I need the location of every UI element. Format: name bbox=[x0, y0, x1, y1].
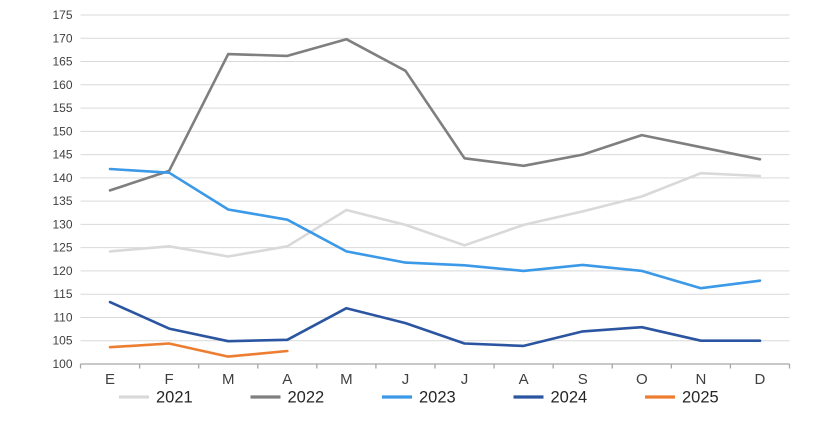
y-axis-label: 140 bbox=[52, 171, 72, 185]
y-axis-label: 130 bbox=[52, 217, 72, 231]
x-axis-label: E bbox=[105, 371, 115, 388]
legend-label-2025: 2025 bbox=[682, 389, 719, 407]
y-axis-label: 170 bbox=[52, 31, 72, 45]
x-axis-label: M bbox=[222, 371, 235, 388]
y-axis-label: 155 bbox=[52, 101, 72, 115]
x-axis-label: N bbox=[695, 371, 706, 388]
y-axis-label: 105 bbox=[52, 334, 72, 348]
y-axis-label: 150 bbox=[52, 124, 72, 138]
y-axis-label: 175 bbox=[52, 8, 72, 22]
x-axis-label: D bbox=[755, 371, 766, 388]
y-axis-label: 110 bbox=[53, 310, 72, 324]
x-axis-label: O bbox=[636, 371, 648, 388]
x-axis-label: A bbox=[519, 371, 529, 388]
legend-label-2022: 2022 bbox=[288, 389, 325, 407]
y-axis-label: 125 bbox=[52, 241, 72, 255]
y-axis-label: 115 bbox=[53, 287, 72, 301]
x-axis-label: M bbox=[340, 371, 353, 388]
y-axis-label: 165 bbox=[52, 55, 72, 69]
y-axis-label: 120 bbox=[52, 264, 72, 278]
series-line-2021 bbox=[108, 171, 762, 258]
x-axis-label: F bbox=[165, 371, 174, 388]
legend-label-2021: 2021 bbox=[156, 389, 193, 407]
y-axis-label: 160 bbox=[52, 78, 72, 92]
series-line-2022 bbox=[108, 37, 762, 192]
legend-label-2024: 2024 bbox=[551, 389, 588, 407]
series-line-2024 bbox=[108, 300, 762, 348]
y-axis-label: 100 bbox=[52, 357, 72, 371]
y-axis-label: 145 bbox=[52, 148, 72, 162]
x-axis-label: S bbox=[578, 371, 588, 388]
x-axis-label: J bbox=[402, 371, 410, 388]
series-line-2023 bbox=[108, 167, 762, 290]
x-axis-label: A bbox=[282, 371, 292, 388]
y-axis-label: 135 bbox=[52, 194, 72, 208]
series-line-2025 bbox=[108, 342, 289, 358]
x-axis-label: J bbox=[461, 371, 469, 388]
legend-label-2023: 2023 bbox=[419, 389, 456, 407]
